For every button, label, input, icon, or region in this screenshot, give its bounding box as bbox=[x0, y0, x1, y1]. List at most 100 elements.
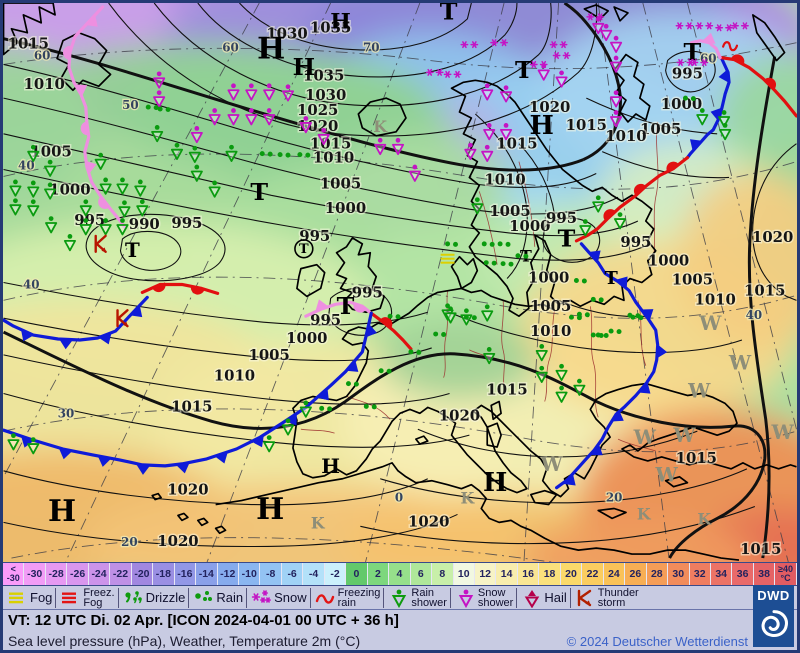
svg-text:K: K bbox=[637, 504, 652, 523]
fog-icon bbox=[9, 592, 23, 603]
wx-rs bbox=[696, 108, 709, 126]
wx-r2 bbox=[378, 368, 392, 374]
wx-ts bbox=[116, 309, 129, 328]
svg-text:995: 995 bbox=[310, 311, 341, 329]
wx-rs bbox=[79, 199, 92, 217]
wx-r2 bbox=[345, 381, 359, 387]
temp-scale-cell: -18 bbox=[153, 563, 175, 585]
svg-text:20: 20 bbox=[121, 535, 138, 549]
wx-rs bbox=[555, 363, 568, 382]
wx-ss bbox=[610, 110, 623, 128]
svg-text:1025: 1025 bbox=[297, 101, 338, 119]
wx-ss bbox=[483, 123, 496, 141]
wx-r2 bbox=[590, 296, 604, 303]
svg-text:1030: 1030 bbox=[266, 25, 307, 43]
svg-text:1015: 1015 bbox=[171, 397, 212, 415]
snow-icon bbox=[251, 589, 272, 603]
wx-st bbox=[549, 41, 568, 49]
svg-text:1015: 1015 bbox=[486, 381, 527, 399]
legend-item-label: Drizzle bbox=[145, 589, 186, 605]
legend-item-label: Fog bbox=[30, 589, 53, 605]
temp-scale-cell: -4 bbox=[303, 563, 325, 585]
legend-divider bbox=[569, 587, 571, 608]
svg-text:W: W bbox=[728, 351, 752, 375]
wx-rs bbox=[116, 218, 129, 236]
temp-scale-cell: 4 bbox=[389, 563, 411, 585]
svg-text:W: W bbox=[698, 311, 722, 335]
temp-scale-cell: 10 bbox=[453, 563, 475, 585]
svg-text:K: K bbox=[373, 117, 388, 136]
legend-item-label: Snow bbox=[274, 589, 307, 605]
isobars bbox=[3, 3, 797, 559]
wx-r2 bbox=[433, 331, 447, 338]
wx-rs bbox=[263, 435, 276, 453]
wx-ss bbox=[391, 137, 405, 156]
legend-item-snow: Snow bbox=[247, 586, 310, 609]
svg-text:W: W bbox=[633, 425, 657, 449]
wx-r2 bbox=[277, 152, 291, 158]
wx-rs bbox=[718, 110, 731, 128]
legend-item-hail: Hail bbox=[517, 586, 569, 609]
svg-text:40: 40 bbox=[23, 277, 40, 291]
svg-text:H: H bbox=[321, 454, 340, 478]
thunderstorm-icon bbox=[577, 589, 591, 606]
wx-rs bbox=[573, 378, 586, 396]
temp-scale-cell: 16 bbox=[517, 563, 540, 585]
legend-divider bbox=[383, 587, 385, 608]
svg-text:T: T bbox=[684, 38, 702, 66]
wx-ts bbox=[94, 234, 107, 253]
temp-scale-cell: 6 bbox=[410, 563, 433, 585]
legend-item-label: Thunder storm bbox=[597, 586, 639, 609]
svg-text:W: W bbox=[654, 463, 678, 487]
svg-text:60: 60 bbox=[222, 41, 239, 55]
svg-text:1005: 1005 bbox=[530, 297, 571, 315]
wx-rs bbox=[299, 400, 312, 418]
legend-divider bbox=[449, 587, 451, 608]
wx-r2 bbox=[319, 405, 333, 412]
legend-item-rain: Rain bbox=[189, 586, 246, 609]
wx-ss bbox=[374, 137, 387, 156]
temperature-field bbox=[3, 3, 797, 562]
svg-text:50: 50 bbox=[122, 98, 139, 112]
svg-text:60: 60 bbox=[700, 51, 717, 65]
wx-r2 bbox=[595, 332, 609, 339]
svg-text:1015: 1015 bbox=[566, 116, 607, 134]
svg-text:T: T bbox=[558, 224, 576, 252]
svg-text:995: 995 bbox=[352, 283, 383, 301]
wx-r2 bbox=[408, 349, 422, 355]
temp-scale-cell: 8 bbox=[432, 563, 454, 585]
temp-scale-cell: 34 bbox=[710, 563, 733, 585]
svg-text:1020: 1020 bbox=[752, 228, 793, 246]
temp-scale-cell: 26 bbox=[625, 563, 647, 585]
svg-text:T: T bbox=[250, 178, 268, 206]
wx-r2 bbox=[627, 312, 641, 319]
temp-scale-cell: 38 bbox=[753, 563, 776, 585]
svg-text:990: 990 bbox=[129, 215, 160, 233]
svg-text:1010: 1010 bbox=[530, 322, 571, 340]
temp-scale-cell: -24 bbox=[88, 563, 111, 585]
wx-st bbox=[425, 68, 444, 76]
svg-text:1005: 1005 bbox=[320, 174, 361, 192]
temp-scale-cell: 32 bbox=[689, 563, 711, 585]
svg-text:H: H bbox=[330, 10, 351, 35]
wx-ss bbox=[481, 83, 494, 101]
wx-r2 bbox=[463, 314, 477, 321]
svg-text:1000: 1000 bbox=[661, 95, 702, 113]
svg-text:K: K bbox=[697, 509, 712, 528]
wx-ss bbox=[610, 55, 623, 73]
wx-r2 bbox=[481, 241, 495, 247]
svg-text:H: H bbox=[257, 31, 285, 66]
wx-rs bbox=[134, 179, 147, 197]
temp-scale-cell: -2 bbox=[324, 563, 347, 585]
wx-st bbox=[586, 13, 605, 21]
temp-scale-cell: 2 bbox=[367, 563, 390, 585]
svg-text:T: T bbox=[515, 56, 533, 84]
wx-ss bbox=[317, 127, 330, 146]
svg-text:1035: 1035 bbox=[303, 66, 344, 84]
legend-divider bbox=[188, 587, 190, 608]
weather-symbol-legend: Fog Freez. Fog Drizzle Rain Snow Freezing rain R… bbox=[3, 586, 797, 609]
wx-rs bbox=[9, 198, 22, 216]
wx-ss bbox=[153, 71, 166, 89]
legend-item-rain-shower: Rain shower bbox=[384, 586, 449, 609]
